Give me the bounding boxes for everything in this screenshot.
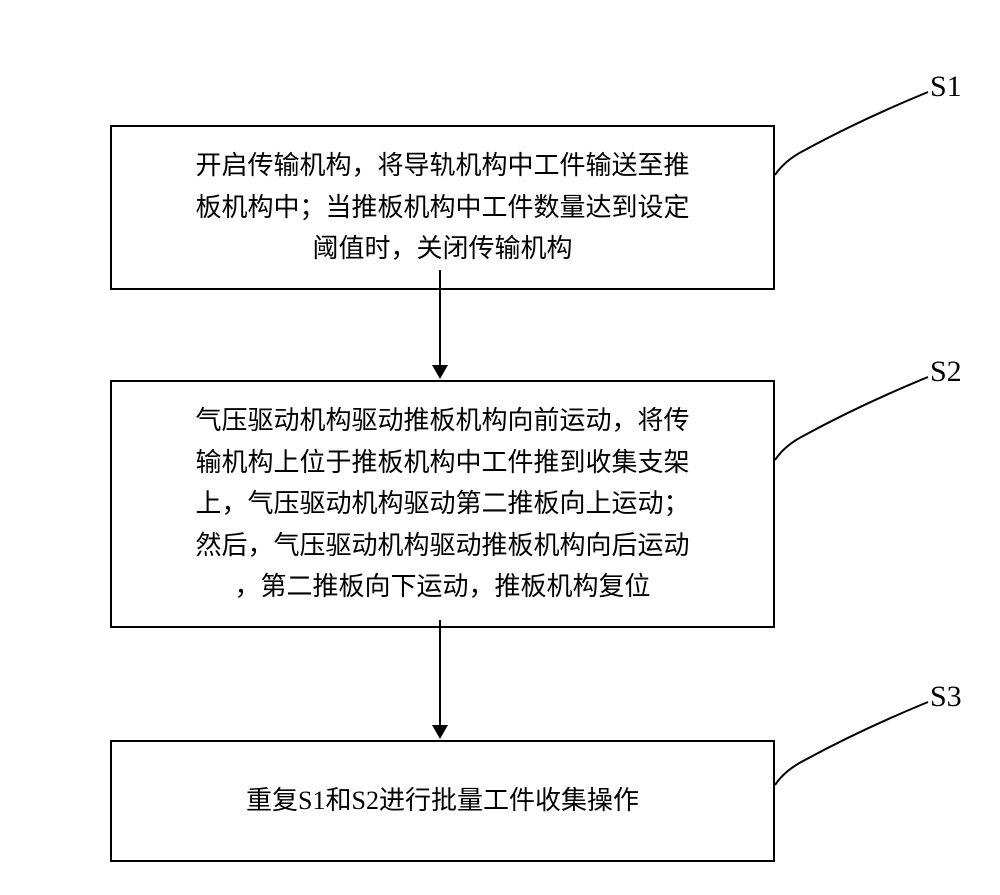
connector-s1-s2 — [439, 270, 441, 365]
s3-line-1: 重复S1和S2进行批量工件收集操作 — [134, 780, 751, 822]
curve-s1 — [770, 90, 935, 180]
s2-line-5: ，第二推板向下运动，推板机构复位 — [134, 566, 751, 608]
connector-s2-s3 — [439, 620, 441, 725]
s2-line-1: 气压驱动机构驱动推板机构向前运动，将传 — [134, 400, 751, 442]
curve-s2 — [770, 375, 935, 465]
flow-box-s1: 开启传输机构，将导轨机构中工件输送至推 板机构中；当推板机构中工件数量达到设定 … — [110, 125, 775, 290]
s1-line-1: 开启传输机构，将导轨机构中工件输送至推 — [134, 145, 751, 187]
curve-s3 — [770, 700, 935, 790]
s2-line-3: 上，气压驱动机构驱动第二推板向上运动； — [134, 483, 751, 525]
s1-line-3: 阈值时，关闭传输机构 — [134, 228, 751, 270]
s2-line-4: 然后，气压驱动机构驱动推板机构向后运动 — [134, 525, 751, 567]
arrow-s2-s3 — [432, 725, 448, 739]
arrow-s1-s2 — [432, 365, 448, 379]
s2-line-2: 输机构上位于推板机构中工件推到收集支架 — [134, 442, 751, 484]
flow-box-s3: 重复S1和S2进行批量工件收集操作 — [110, 740, 775, 862]
flow-box-s2: 气压驱动机构驱动推板机构向前运动，将传 输机构上位于推板机构中工件推到收集支架 … — [110, 380, 775, 628]
s1-line-2: 板机构中；当推板机构中工件数量达到设定 — [134, 187, 751, 229]
